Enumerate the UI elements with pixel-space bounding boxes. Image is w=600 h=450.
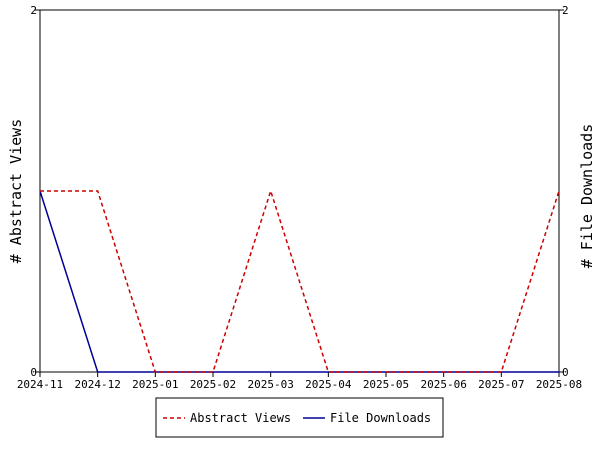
legend-label-abstract-views: Abstract Views	[190, 411, 291, 425]
y-tick-label: 2	[30, 4, 37, 17]
x-tick-label: 2025-03	[247, 378, 293, 391]
x-tick-label: 2025-05	[363, 378, 409, 391]
x-tick-label: 2025-06	[420, 378, 466, 391]
legend-box	[155, 397, 444, 438]
x-axis-ticks: 2024-11 2024-12 2025-01 2025-02 2025-03 2025-…	[17, 372, 582, 391]
x-tick-label: 2025-08	[536, 378, 582, 391]
legend: Abstract Views File Downloads	[155, 397, 444, 438]
x-tick-label: 2025-04	[305, 378, 352, 391]
x-tick-label: 2025-01	[132, 378, 178, 391]
x-tick-label: 2025-02	[190, 378, 236, 391]
legend-label-file-downloads: File Downloads	[330, 411, 431, 425]
right-axis-title: # File Downloads	[578, 124, 596, 269]
series-line-abstract-views	[40, 188, 560, 373]
left-axis-title: # Abstract Views	[7, 119, 25, 264]
y-axis-ticks: 0 2 0 2	[30, 4, 568, 379]
x-tick-label: 2024-12	[74, 378, 120, 391]
y-tick-label: 0	[30, 366, 37, 379]
y2-tick-label: 2	[562, 4, 569, 17]
x-tick-label: 2025-07	[478, 378, 524, 391]
plot-frame	[39, 9, 560, 373]
x-tick-label: 2024-11	[17, 378, 63, 391]
y2-tick-label: 0	[562, 366, 569, 379]
series-layer	[39, 188, 560, 373]
